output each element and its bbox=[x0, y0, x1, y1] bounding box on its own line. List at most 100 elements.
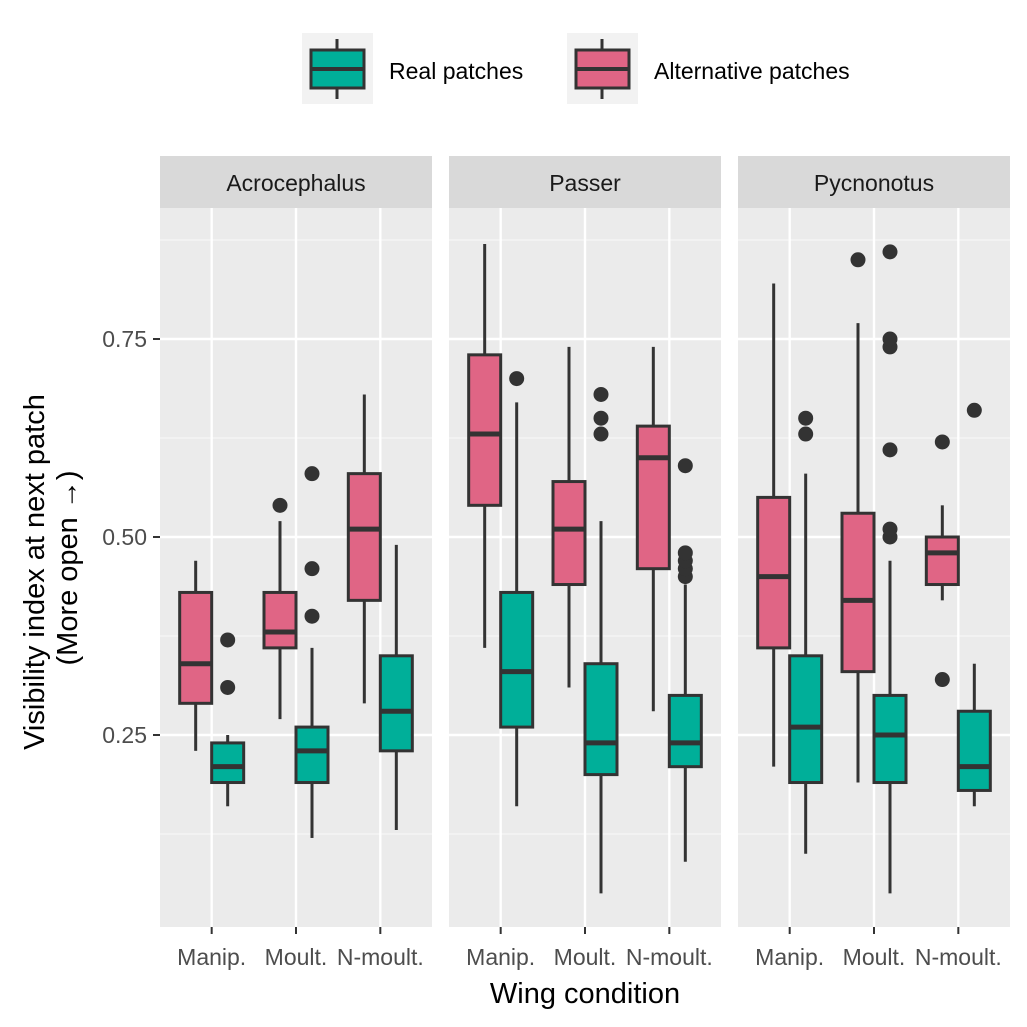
box-iqr bbox=[956, 709, 992, 792]
box-real bbox=[499, 371, 535, 807]
box-real bbox=[956, 402, 992, 807]
box-iqr bbox=[551, 480, 587, 587]
x-tick-label: Moult. bbox=[843, 944, 906, 970]
box-iqr bbox=[467, 353, 503, 507]
box-alt bbox=[551, 346, 587, 688]
outlier-point bbox=[882, 244, 898, 260]
box-iqr bbox=[924, 535, 960, 587]
box-iqr bbox=[178, 590, 214, 705]
y-tick-label: 0.25 bbox=[102, 722, 147, 748]
box-real bbox=[294, 466, 330, 838]
outlier-point bbox=[593, 386, 609, 402]
x-tick-label: N-moult. bbox=[626, 944, 713, 970]
box-alt bbox=[262, 497, 298, 720]
outlier-point bbox=[677, 458, 693, 474]
box-iqr bbox=[262, 590, 298, 650]
outlier-point bbox=[798, 426, 814, 442]
box-real bbox=[872, 244, 908, 894]
box-alt bbox=[840, 252, 876, 783]
group-manip bbox=[756, 283, 824, 854]
strip-label: Pycnonotus bbox=[814, 170, 934, 196]
group-n-moult bbox=[346, 394, 414, 831]
x-tick-label: N-moult. bbox=[915, 944, 1002, 970]
group-n-moult bbox=[924, 402, 992, 807]
x-tick-label: Moult. bbox=[554, 944, 617, 970]
outlier-point bbox=[593, 426, 609, 442]
box-iqr bbox=[756, 495, 792, 650]
panel-acrocephalus: Acrocephalus Manip. Moult. N-moult. bbox=[160, 156, 432, 970]
panel-passer: Passer Manip. Moult. N-moult. bbox=[449, 156, 721, 970]
group-moult bbox=[840, 244, 908, 894]
box-iqr bbox=[667, 693, 703, 769]
group-n-moult bbox=[635, 346, 703, 862]
box-iqr bbox=[872, 693, 908, 785]
strip-background bbox=[738, 156, 1010, 208]
box-iqr bbox=[346, 472, 382, 602]
legend-label: Alternative patches bbox=[654, 58, 850, 84]
group-manip bbox=[467, 243, 535, 807]
outlier-point bbox=[509, 371, 525, 387]
box-iqr bbox=[294, 725, 330, 785]
outlier-point bbox=[850, 252, 866, 268]
outlier-point bbox=[220, 632, 236, 648]
outlier-point bbox=[934, 672, 950, 688]
box-alt bbox=[178, 560, 214, 751]
outlier-point bbox=[593, 410, 609, 426]
panel-pycnonotus: Pycnonotus Manip. Moult. N-moult. bbox=[738, 156, 1010, 970]
outlier-point bbox=[304, 608, 320, 624]
box-alt bbox=[346, 394, 382, 704]
y-tick-label: 0.75 bbox=[102, 326, 147, 352]
x-tick-label: Manip. bbox=[466, 944, 535, 970]
x-tick-label: Moult. bbox=[265, 944, 328, 970]
box-iqr bbox=[210, 741, 246, 785]
outlier-point bbox=[798, 410, 814, 426]
y-axis-title-line-1: Visibility index at next patch bbox=[19, 394, 51, 750]
outlier-point bbox=[304, 466, 320, 482]
outlier-point bbox=[934, 434, 950, 450]
box-real bbox=[378, 544, 414, 831]
outlier-point bbox=[882, 521, 898, 537]
x-tick-label: Manip. bbox=[755, 944, 824, 970]
outlier-point bbox=[304, 561, 320, 577]
legend: Real patches Alternative patches bbox=[302, 33, 850, 104]
box-real bbox=[210, 632, 246, 807]
strip-background bbox=[449, 156, 721, 208]
box-iqr bbox=[635, 424, 671, 571]
strip-background bbox=[160, 156, 432, 208]
x-axis-title: Wing condition bbox=[490, 978, 680, 1010]
box-real bbox=[583, 386, 619, 894]
group-manip bbox=[178, 560, 246, 807]
outlier-point bbox=[882, 331, 898, 347]
box-alt bbox=[467, 243, 503, 648]
strip-label: Acrocephalus bbox=[226, 170, 365, 196]
strip-label: Passer bbox=[549, 170, 621, 196]
legend-item-real: Real patches bbox=[302, 33, 523, 104]
outlier-point bbox=[220, 679, 236, 695]
legend-label: Real patches bbox=[389, 58, 523, 84]
outlier-point bbox=[272, 497, 288, 513]
x-tick-label: Manip. bbox=[177, 944, 246, 970]
group-moult bbox=[551, 346, 619, 894]
legend-item-alt: Alternative patches bbox=[567, 33, 850, 104]
group-moult bbox=[262, 466, 330, 838]
y-axis-title-line-2: (More open →) bbox=[52, 470, 84, 665]
box-iqr bbox=[583, 662, 619, 777]
box-iqr bbox=[788, 654, 824, 785]
box-alt bbox=[635, 346, 671, 712]
box-alt bbox=[756, 283, 792, 767]
box-iqr bbox=[499, 590, 535, 729]
x-tick-label: N-moult. bbox=[337, 944, 424, 970]
y-tick-label: 0.50 bbox=[102, 524, 147, 550]
outlier-point bbox=[677, 545, 693, 561]
box-iqr bbox=[378, 654, 414, 753]
box-iqr bbox=[840, 511, 876, 674]
box-real bbox=[667, 458, 703, 862]
y-axis-title: Visibility index at next patch (More ope… bbox=[19, 386, 84, 750]
y-axis: 0.25 0.50 0.75 bbox=[102, 326, 160, 748]
outlier-point bbox=[966, 402, 982, 418]
outlier-point bbox=[882, 442, 898, 458]
facet-panels: Acrocephalus Manip. Moult. N-moult. Passer Ma… bbox=[160, 156, 1010, 970]
box-real bbox=[788, 410, 824, 854]
box-alt bbox=[924, 434, 960, 688]
